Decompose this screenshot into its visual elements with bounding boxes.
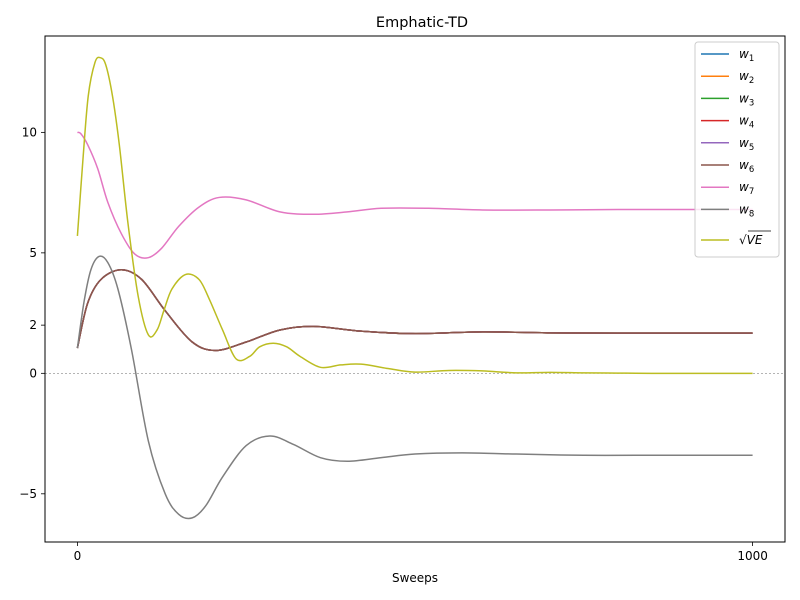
series-line-w4	[76, 268, 753, 352]
legend-label: w1	[739, 47, 754, 64]
legend-label: w6	[739, 158, 754, 175]
series-line-w3	[76, 268, 753, 352]
y-tick-label: 10	[22, 125, 37, 139]
series-line-w6	[76, 268, 753, 352]
y-tick-label: 5	[29, 246, 37, 260]
series-line-w7	[77, 131, 753, 259]
y-tick-label: −5	[19, 487, 37, 501]
legend-label: √VE	[739, 233, 763, 247]
series-line-sqrtVE	[76, 56, 753, 375]
axis-ticks: 0 1000 −5 0 2 5 10	[19, 125, 768, 563]
legend-label: w3	[739, 91, 754, 108]
x-tick-label: 1000	[737, 549, 768, 563]
legend-label: w4	[739, 114, 754, 131]
series-line-w2	[76, 268, 753, 352]
y-tick-label: 2	[29, 318, 37, 332]
plot-series	[76, 56, 753, 520]
series-line-w1	[76, 268, 753, 352]
legend-label: w5	[739, 136, 754, 153]
legend-box	[694, 41, 780, 258]
legend-label: w7	[739, 180, 754, 197]
legend-label: w2	[739, 69, 754, 86]
series-line-w8	[76, 255, 753, 520]
chart-title: Emphatic-TD	[376, 15, 468, 31]
x-tick-label: 0	[74, 549, 82, 563]
series-line-w5	[76, 268, 753, 352]
legend: w1 w2 w3 w4 w5 w6 w7 w8 √VE	[694, 41, 780, 258]
x-axis-label: Sweeps	[392, 571, 438, 585]
legend-label: w8	[739, 202, 754, 219]
plot-frame	[44, 35, 786, 543]
y-tick-label: 0	[29, 366, 37, 380]
